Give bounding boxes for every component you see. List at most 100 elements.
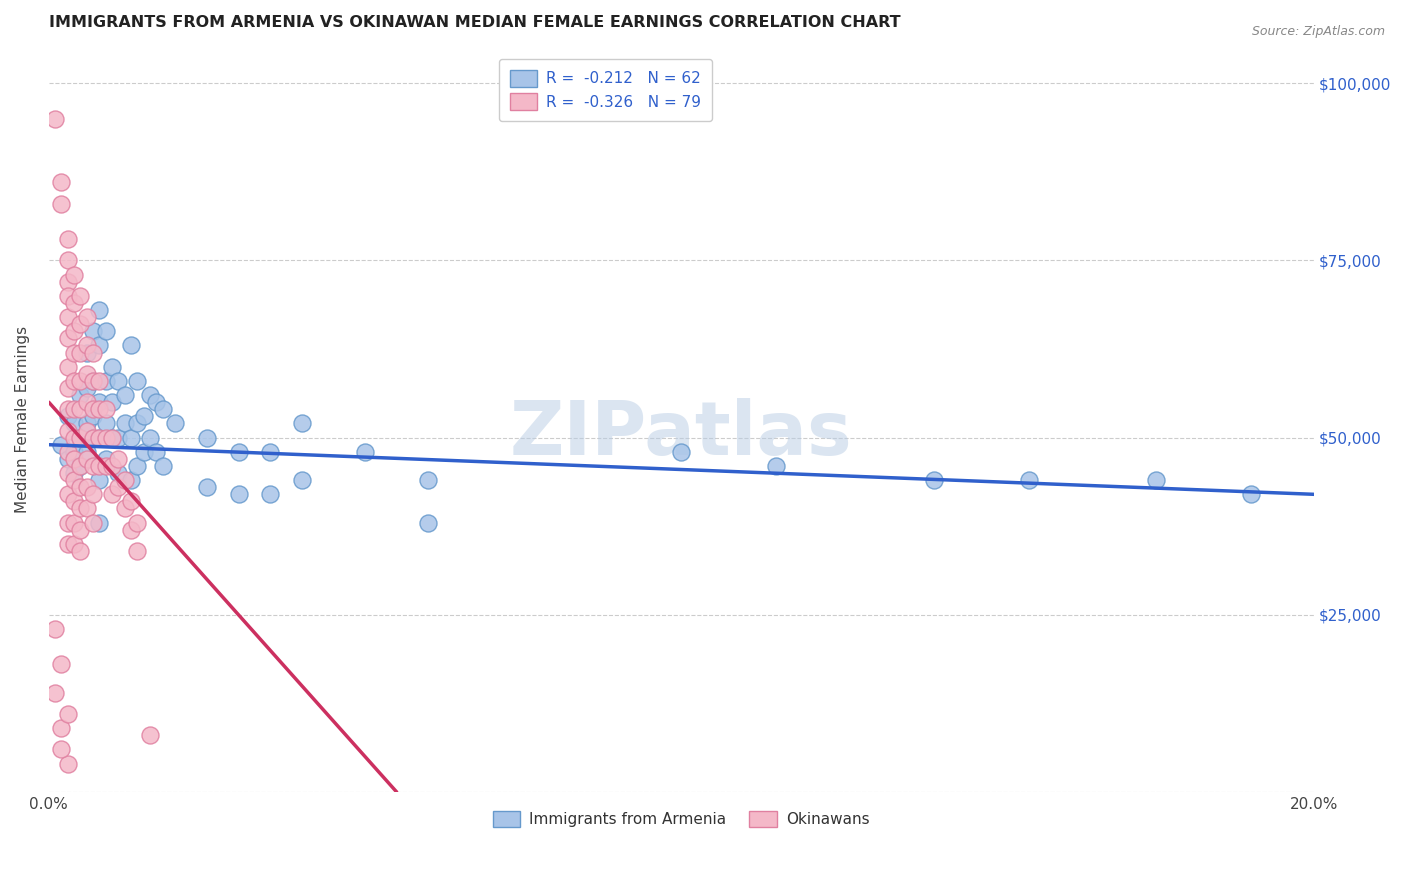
Point	[82, 431, 104, 445]
Point	[56, 409, 79, 424]
Point	[152, 458, 174, 473]
Point	[69, 388, 91, 402]
Point	[82, 374, 104, 388]
Point	[107, 466, 129, 480]
Point	[56, 381, 79, 395]
Point	[56, 275, 79, 289]
Point	[82, 458, 104, 473]
Y-axis label: Median Female Earnings: Median Female Earnings	[15, 326, 30, 514]
Point	[120, 494, 142, 508]
Point	[1018, 473, 1040, 487]
Point	[165, 417, 187, 431]
Point	[63, 473, 86, 487]
Point	[76, 501, 98, 516]
Point	[56, 706, 79, 721]
Point	[69, 402, 91, 417]
Point	[76, 480, 98, 494]
Point	[107, 451, 129, 466]
Point	[69, 458, 91, 473]
Point	[63, 324, 86, 338]
Text: IMMIGRANTS FROM ARMENIA VS OKINAWAN MEDIAN FEMALE EARNINGS CORRELATION CHART: IMMIGRANTS FROM ARMENIA VS OKINAWAN MEDI…	[49, 15, 900, 30]
Point	[63, 402, 86, 417]
Point	[765, 458, 787, 473]
Point	[120, 338, 142, 352]
Point	[101, 458, 124, 473]
Point	[82, 431, 104, 445]
Point	[120, 473, 142, 487]
Point	[56, 331, 79, 345]
Point	[291, 417, 314, 431]
Point	[82, 402, 104, 417]
Point	[114, 501, 136, 516]
Point	[1239, 487, 1261, 501]
Point	[418, 516, 440, 530]
Point	[63, 345, 86, 359]
Point	[139, 431, 162, 445]
Point	[76, 451, 98, 466]
Point	[259, 444, 281, 458]
Point	[418, 473, 440, 487]
Point	[94, 458, 117, 473]
Point	[63, 268, 86, 282]
Point	[89, 374, 111, 388]
Point	[76, 345, 98, 359]
Point	[228, 487, 250, 501]
Point	[56, 516, 79, 530]
Point	[291, 473, 314, 487]
Point	[89, 516, 111, 530]
Point	[89, 431, 111, 445]
Point	[89, 338, 111, 352]
Point	[195, 480, 218, 494]
Point	[56, 537, 79, 551]
Legend: Immigrants from Armenia, Okinawans: Immigrants from Armenia, Okinawans	[484, 801, 879, 837]
Point	[63, 417, 86, 431]
Point	[63, 451, 86, 466]
Point	[56, 424, 79, 438]
Point	[51, 196, 73, 211]
Point	[76, 417, 98, 431]
Point	[259, 487, 281, 501]
Point	[69, 289, 91, 303]
Point	[89, 402, 111, 417]
Point	[101, 431, 124, 445]
Point	[127, 544, 149, 558]
Point	[56, 756, 79, 771]
Point	[63, 537, 86, 551]
Point	[127, 458, 149, 473]
Point	[145, 395, 167, 409]
Point	[56, 253, 79, 268]
Point	[63, 516, 86, 530]
Point	[44, 686, 66, 700]
Point	[51, 742, 73, 756]
Point	[76, 310, 98, 325]
Point	[76, 444, 98, 458]
Point	[120, 523, 142, 537]
Point	[76, 381, 98, 395]
Point	[89, 303, 111, 318]
Point	[51, 176, 73, 190]
Point	[51, 438, 73, 452]
Point	[56, 402, 79, 417]
Point	[63, 296, 86, 310]
Point	[1144, 473, 1167, 487]
Point	[82, 374, 104, 388]
Point	[101, 395, 124, 409]
Point	[922, 473, 945, 487]
Point	[94, 402, 117, 417]
Point	[76, 367, 98, 381]
Point	[82, 487, 104, 501]
Point	[195, 431, 218, 445]
Point	[56, 359, 79, 374]
Point	[94, 374, 117, 388]
Point	[139, 388, 162, 402]
Point	[114, 417, 136, 431]
Point	[82, 345, 104, 359]
Point	[101, 431, 124, 445]
Point	[89, 431, 111, 445]
Point	[94, 417, 117, 431]
Point	[44, 112, 66, 126]
Point	[228, 444, 250, 458]
Point	[63, 494, 86, 508]
Point	[56, 466, 79, 480]
Point	[63, 431, 86, 445]
